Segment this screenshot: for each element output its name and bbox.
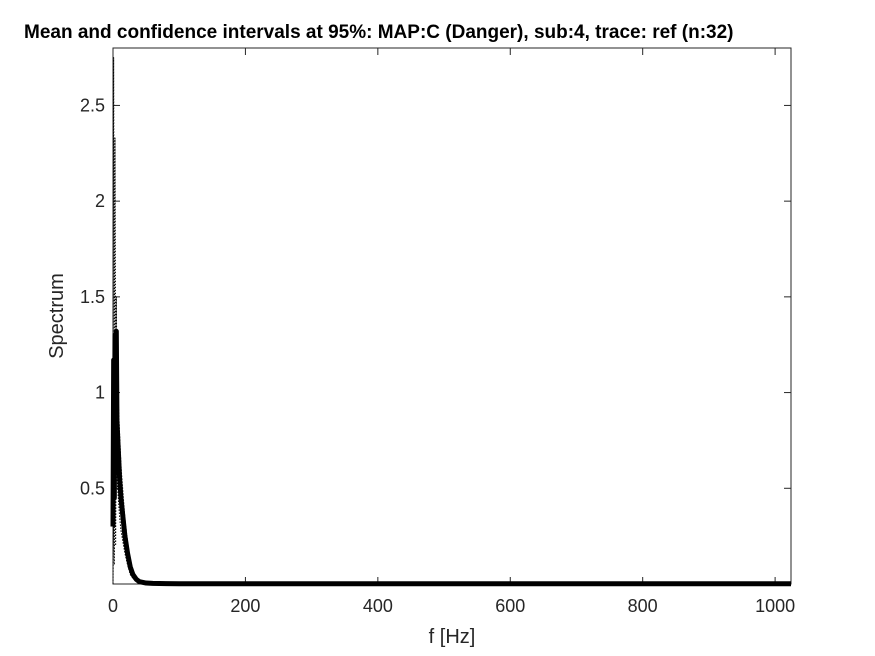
series-mean-line [110,328,791,587]
series-lower-ci-line [112,411,791,585]
x-tick-label: 400 [363,596,393,616]
series-layer [110,57,791,587]
y-tick-label: 1.5 [80,287,105,307]
x-tick-label: 600 [495,596,525,616]
axis-ticks: 0 200 400 600 800 1000 0.5 1 1.5 2 2.5 [80,48,795,616]
series-upper-ci-line [112,57,791,585]
plot-area [112,47,792,585]
y-axis-label: Spectrum [46,273,68,359]
y-tick-label: 2.5 [80,95,105,115]
y-tick-label: 0.5 [80,478,105,498]
chart-title: Mean and confidence intervals at 95%: MA… [24,22,734,43]
y-tick-label: 1 [95,383,105,403]
x-tick-label: 200 [230,596,260,616]
x-tick-label: 1000 [755,596,795,616]
x-axis-label: f [Hz] [429,626,476,648]
x-tick-label: 800 [628,596,658,616]
x-tick-label: 0 [108,596,118,616]
y-tick-label: 2 [95,191,105,211]
